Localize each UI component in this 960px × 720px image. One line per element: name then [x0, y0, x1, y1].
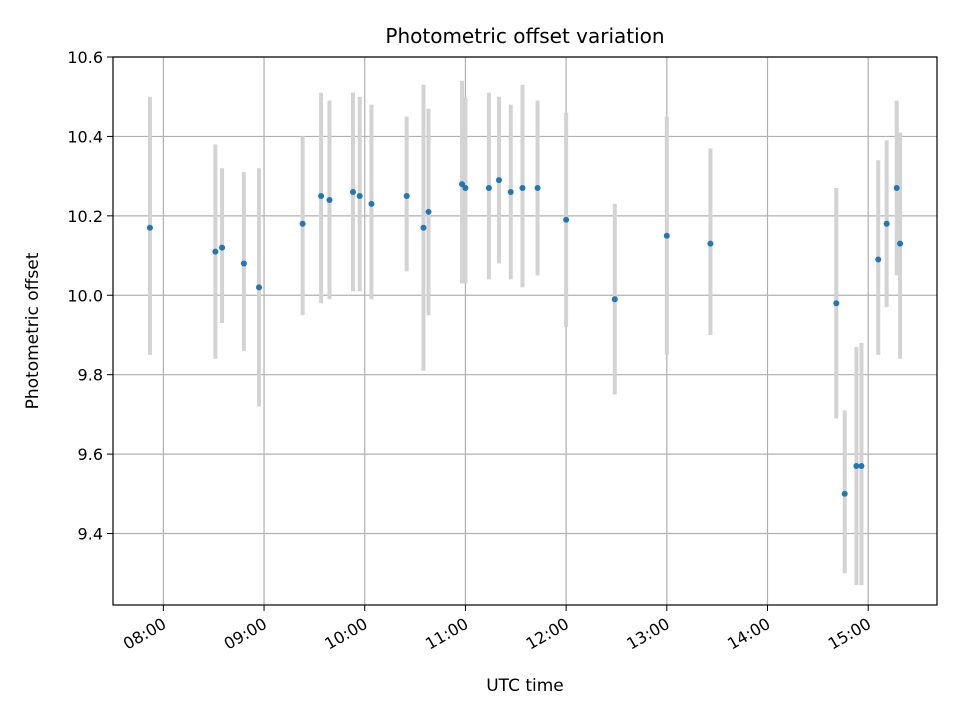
data-point [299, 220, 306, 227]
data-point [349, 189, 356, 196]
y-tick-label: 9.4 [78, 525, 103, 544]
data-point [563, 216, 570, 223]
data-point [841, 490, 848, 497]
data-point [495, 177, 502, 184]
data-point [462, 185, 469, 192]
data-point [507, 189, 514, 196]
data-point [256, 284, 263, 291]
data-point [326, 196, 333, 203]
data-point [425, 208, 432, 215]
data-point [219, 244, 226, 251]
x-axis-title: UTC time [486, 676, 564, 696]
data-point [356, 192, 363, 199]
y-axis-title: Photometric offset [23, 252, 43, 409]
data-point [893, 185, 900, 192]
chart-title: Photometric offset variation [385, 24, 664, 48]
data-point [212, 248, 219, 255]
data-points [146, 177, 904, 497]
data-point [663, 232, 670, 239]
data-point [611, 296, 618, 303]
data-point [368, 200, 375, 207]
data-point [318, 192, 325, 199]
data-point [403, 192, 410, 199]
y-tick-label: 9.8 [78, 366, 103, 385]
data-point [875, 256, 882, 263]
data-point [534, 185, 541, 192]
y-tick-label: 10.0 [67, 286, 103, 305]
data-point [858, 463, 865, 470]
data-point [519, 185, 526, 192]
data-point [146, 224, 153, 231]
data-point [853, 463, 860, 470]
data-point [459, 181, 466, 188]
data-point [420, 224, 427, 231]
plot-frame [112, 56, 938, 606]
data-point [833, 300, 840, 307]
data-point [707, 240, 714, 247]
data-point [883, 220, 890, 227]
data-point [485, 185, 492, 192]
y-axis-ticks: 9.4 9.6 9.8 10.0 10.2 10.4 10.6 [67, 48, 113, 544]
data-point [897, 240, 904, 247]
y-tick-label: 10.6 [67, 48, 103, 67]
y-tick-label: 10.2 [67, 207, 103, 226]
y-tick-label: 9.6 [78, 445, 103, 464]
y-tick-label: 10.4 [67, 127, 103, 146]
data-point [240, 260, 247, 267]
